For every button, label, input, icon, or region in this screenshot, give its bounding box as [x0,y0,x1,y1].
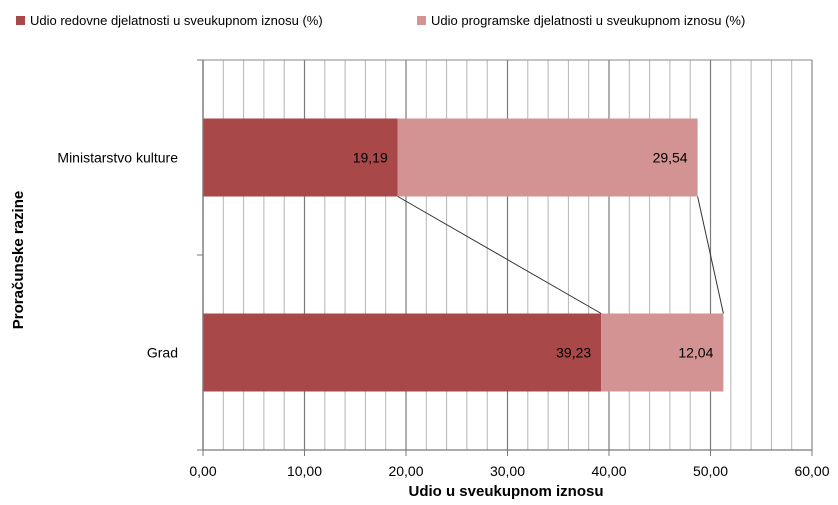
data-label: 19,19 [353,150,388,166]
legend-label: Udio redovne djelatnosti u sveukupnom iz… [30,13,323,28]
x-tick-label: 40,00 [591,463,626,479]
x-axis-title: Udio u sveukupnom iznosu [408,483,603,500]
bar-programske-1 [601,313,724,392]
legend-label: Udio programske djelatnosti u sveukupnom… [431,13,745,28]
data-label: 12,04 [678,345,713,361]
axes: Ministarstvo kulture Grad 0,00 10,00 20,00 30… [57,59,830,479]
x-tick-label: 10,00 [287,463,322,479]
data-label: 39,23 [556,345,591,361]
category-label: Grad [147,345,178,361]
legend-swatch [417,16,426,25]
y-axis-title: Proračunske razine [10,191,27,329]
data-label: 29,54 [653,150,688,166]
data-labels: 19,19 29,54 39,23 12,04 [353,150,714,361]
category-label: Ministarstvo kulture [57,150,178,166]
series-line [397,196,602,314]
x-tick-label: 60,00 [794,463,829,479]
legend: Udio redovne djelatnosti u sveukupnom iz… [16,13,745,28]
bar-programske-0 [397,118,698,197]
legend-swatch [16,16,25,25]
x-tick-label: 20,00 [388,463,423,479]
bars [203,118,724,392]
bar-redovne-1 [203,313,602,392]
x-tick-label: 30,00 [490,463,525,479]
x-tick-label: 50,00 [693,463,728,479]
series-line [697,196,724,314]
bar-redovne-0 [203,118,398,197]
series-lines [397,196,724,314]
x-tick-label: 0,00 [189,463,216,479]
